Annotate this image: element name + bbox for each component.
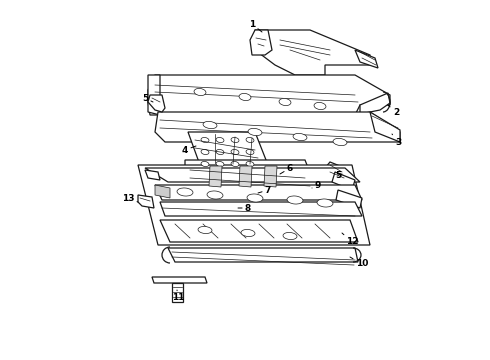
Polygon shape bbox=[155, 185, 170, 198]
Ellipse shape bbox=[247, 194, 263, 202]
Polygon shape bbox=[160, 220, 358, 242]
Ellipse shape bbox=[201, 138, 209, 143]
Polygon shape bbox=[148, 75, 390, 115]
Ellipse shape bbox=[231, 161, 239, 167]
Ellipse shape bbox=[283, 233, 297, 239]
Polygon shape bbox=[360, 93, 390, 114]
Text: 3: 3 bbox=[392, 134, 401, 147]
Polygon shape bbox=[264, 166, 277, 187]
Polygon shape bbox=[160, 202, 362, 216]
Polygon shape bbox=[188, 132, 268, 165]
Text: 5: 5 bbox=[142, 94, 153, 103]
Ellipse shape bbox=[279, 98, 291, 105]
Polygon shape bbox=[172, 283, 183, 302]
Polygon shape bbox=[148, 75, 160, 115]
Ellipse shape bbox=[198, 226, 212, 234]
Ellipse shape bbox=[333, 138, 347, 145]
Ellipse shape bbox=[246, 138, 254, 143]
Ellipse shape bbox=[201, 149, 209, 154]
Ellipse shape bbox=[194, 89, 206, 95]
Text: 10: 10 bbox=[350, 257, 368, 269]
Text: 5: 5 bbox=[335, 171, 342, 180]
Text: 13: 13 bbox=[122, 194, 138, 202]
Text: 6: 6 bbox=[280, 163, 293, 174]
Polygon shape bbox=[239, 166, 252, 187]
Text: 9: 9 bbox=[312, 180, 321, 189]
Polygon shape bbox=[332, 172, 355, 190]
Polygon shape bbox=[152, 277, 207, 283]
Ellipse shape bbox=[239, 94, 251, 100]
Ellipse shape bbox=[216, 161, 224, 167]
Polygon shape bbox=[138, 165, 370, 245]
Text: 12: 12 bbox=[342, 233, 358, 247]
Polygon shape bbox=[168, 248, 358, 262]
Polygon shape bbox=[255, 30, 370, 75]
Polygon shape bbox=[155, 112, 400, 142]
Polygon shape bbox=[325, 162, 348, 182]
Polygon shape bbox=[138, 195, 154, 208]
Ellipse shape bbox=[314, 103, 326, 109]
Polygon shape bbox=[155, 185, 362, 200]
Polygon shape bbox=[336, 190, 362, 208]
Ellipse shape bbox=[287, 196, 303, 204]
Text: 8: 8 bbox=[238, 203, 251, 212]
Ellipse shape bbox=[203, 121, 217, 129]
Text: 4: 4 bbox=[182, 145, 196, 154]
Ellipse shape bbox=[177, 188, 193, 196]
Ellipse shape bbox=[231, 149, 239, 154]
Ellipse shape bbox=[207, 191, 223, 199]
Ellipse shape bbox=[216, 149, 224, 154]
Ellipse shape bbox=[317, 199, 333, 207]
Ellipse shape bbox=[293, 134, 307, 141]
Polygon shape bbox=[148, 95, 165, 112]
Polygon shape bbox=[209, 166, 222, 187]
Ellipse shape bbox=[241, 229, 255, 237]
Polygon shape bbox=[250, 30, 272, 55]
Text: 2: 2 bbox=[388, 105, 399, 117]
Polygon shape bbox=[185, 160, 320, 198]
Ellipse shape bbox=[231, 138, 239, 143]
Ellipse shape bbox=[216, 138, 224, 143]
Polygon shape bbox=[145, 170, 160, 180]
Text: 7: 7 bbox=[258, 185, 271, 194]
Ellipse shape bbox=[248, 129, 262, 136]
Ellipse shape bbox=[246, 149, 254, 154]
Ellipse shape bbox=[201, 161, 209, 167]
Polygon shape bbox=[370, 112, 400, 142]
Text: 1: 1 bbox=[249, 19, 262, 32]
Polygon shape bbox=[145, 168, 360, 182]
Text: 11: 11 bbox=[172, 290, 184, 302]
Polygon shape bbox=[355, 50, 378, 68]
Ellipse shape bbox=[246, 161, 254, 167]
